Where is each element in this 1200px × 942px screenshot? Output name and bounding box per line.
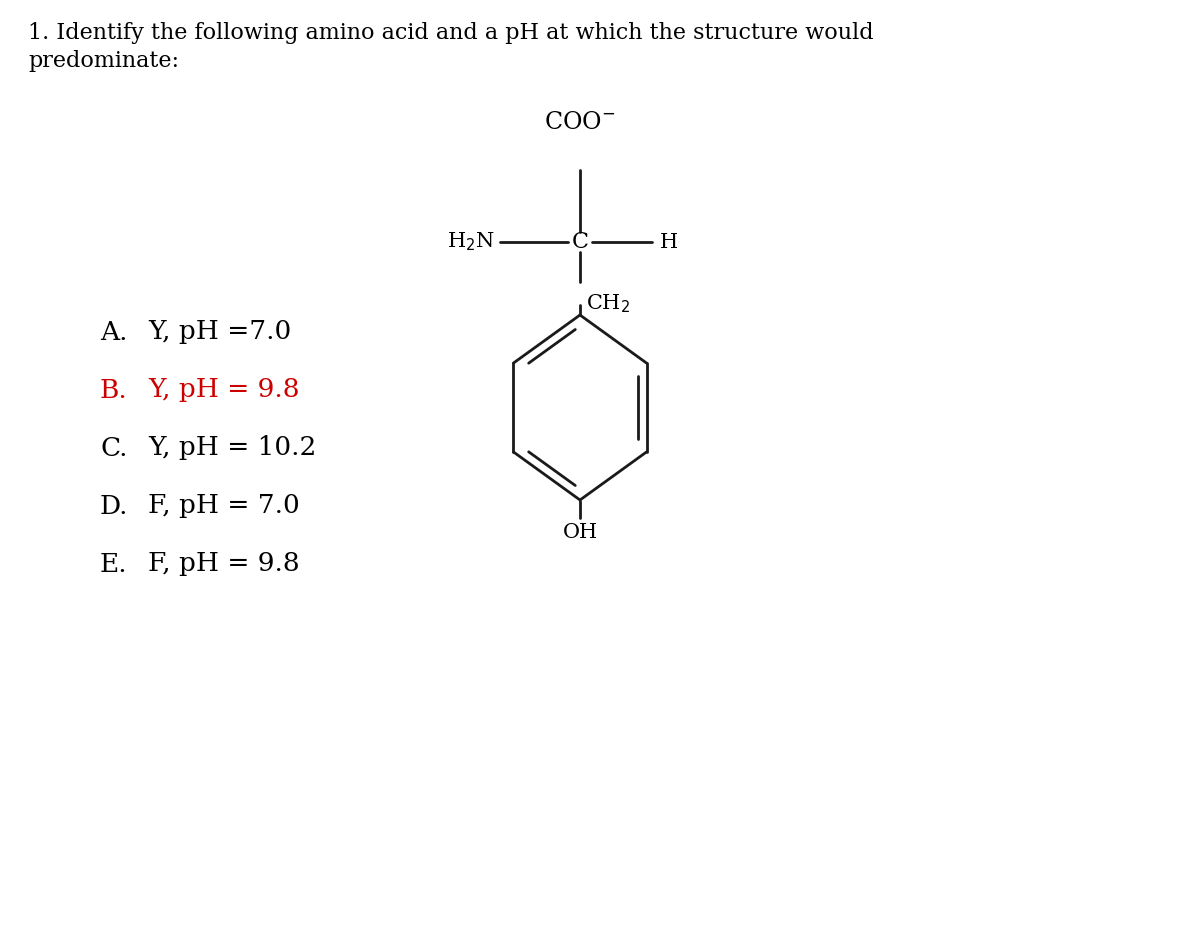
Text: E.: E. bbox=[100, 551, 127, 577]
Text: Y, pH =7.0: Y, pH =7.0 bbox=[148, 319, 292, 345]
Text: OH: OH bbox=[563, 523, 598, 542]
Text: Y, pH = 9.8: Y, pH = 9.8 bbox=[148, 378, 300, 402]
Text: A.: A. bbox=[100, 319, 127, 345]
Text: H$_2$N: H$_2$N bbox=[448, 231, 496, 253]
Text: Y, pH = 10.2: Y, pH = 10.2 bbox=[148, 435, 317, 461]
Text: F, pH = 7.0: F, pH = 7.0 bbox=[148, 494, 300, 518]
Text: F, pH = 9.8: F, pH = 9.8 bbox=[148, 551, 300, 577]
Text: H: H bbox=[660, 233, 678, 252]
Text: C.: C. bbox=[100, 435, 127, 461]
Text: D.: D. bbox=[100, 494, 128, 518]
Text: CH$_2$: CH$_2$ bbox=[586, 292, 630, 315]
Text: B.: B. bbox=[100, 378, 127, 402]
Text: predominate:: predominate: bbox=[28, 50, 179, 72]
Text: 1. Identify the following amino acid and a pH at which the structure would: 1. Identify the following amino acid and… bbox=[28, 22, 874, 44]
Text: COO$^{-}$: COO$^{-}$ bbox=[545, 111, 616, 134]
Text: C: C bbox=[571, 231, 588, 253]
